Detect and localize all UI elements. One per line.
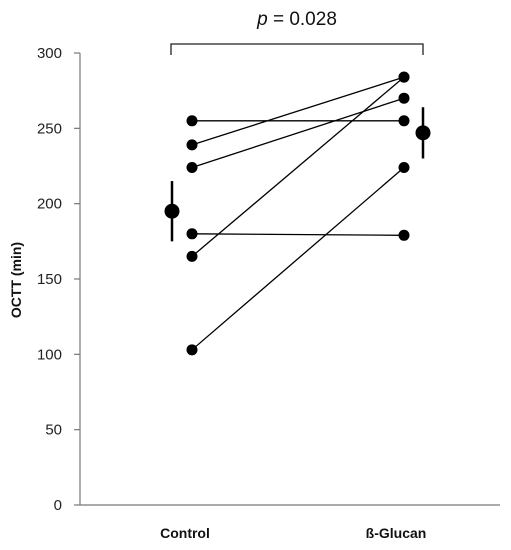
x-category-label: ß-Glucan — [366, 525, 427, 541]
pair-line — [191, 233, 405, 236]
control-point — [186, 250, 198, 262]
mean-marker — [415, 125, 431, 141]
pair-line — [191, 167, 405, 351]
y-tick-label: 100 — [37, 346, 62, 363]
control-point — [186, 344, 198, 356]
glucan-point — [398, 71, 410, 83]
control-point — [186, 115, 198, 127]
p-value-label: p = 0.028 — [256, 9, 337, 30]
y-axis-title: OCTT (min) — [8, 242, 24, 318]
control-point — [186, 228, 198, 240]
control-point — [186, 162, 198, 174]
y-tick-label: 0 — [54, 497, 62, 514]
y-tick-label: 300 — [37, 45, 62, 62]
control-point — [186, 139, 198, 151]
glucan-point — [398, 115, 410, 127]
glucan-point — [398, 229, 410, 241]
summary-markers — [164, 107, 431, 242]
y-tick-label: 200 — [37, 196, 62, 213]
y-ticks: 0 50 100 150 200 250 300 — [37, 45, 80, 514]
y-tick-label: 150 — [37, 271, 62, 288]
pair-line — [191, 97, 405, 169]
glucan-point — [398, 92, 410, 104]
data-points — [186, 71, 410, 356]
pair-line — [191, 76, 405, 146]
mean-marker — [164, 203, 180, 219]
y-tick-label: 250 — [37, 120, 62, 137]
y-tick-label: 50 — [45, 422, 62, 439]
x-category-label: Control — [160, 525, 210, 541]
pair-line — [191, 76, 405, 257]
glucan-point — [398, 162, 410, 174]
paired-lines — [191, 76, 405, 351]
x-categories: Control ß-Glucan — [160, 525, 426, 541]
significance-bracket — [170, 43, 424, 55]
